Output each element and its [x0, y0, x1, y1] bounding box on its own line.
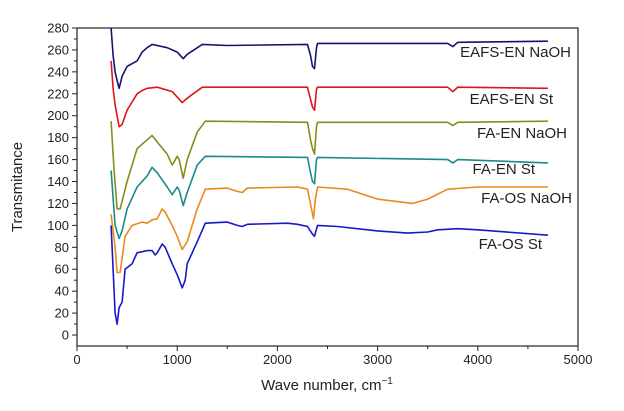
y-tick-label: 180 [47, 130, 69, 145]
x-tick-label: 3000 [363, 352, 392, 367]
series-line-fa-os-st [110, 221, 548, 325]
y-tick-label: 0 [62, 328, 69, 343]
y-tick-label: 220 [47, 86, 69, 101]
y-tick-label: 60 [55, 262, 69, 277]
y-tick-label: 260 [47, 42, 69, 57]
y-tick-label: 240 [47, 64, 69, 79]
series-line-fa-os-naoh [110, 186, 548, 274]
series-label-fa-os-st: FA-OS St [479, 236, 543, 253]
y-tick-label: 140 [47, 174, 69, 189]
x-tick-label: 5000 [564, 352, 593, 367]
series-line-eafs-en-st [110, 60, 548, 128]
y-tick-label: 20 [55, 306, 69, 321]
series-label-eafs-en-naoh: EAFS-EN NaOH [460, 44, 571, 61]
y-tick-label: 40 [55, 284, 69, 299]
series-label-fa-os-naoh: FA-OS NaOH [481, 190, 572, 207]
y-tick-label: 280 [47, 21, 69, 36]
y-tick-label: 120 [47, 196, 69, 211]
y-tick-label: 200 [47, 108, 69, 123]
y-axis-label: Transmitance [9, 142, 26, 232]
series-label-eafs-en-st: EAFS-EN St [470, 91, 554, 108]
x-tick-label: 4000 [463, 352, 492, 367]
x-tick-label: 0 [73, 352, 80, 367]
series-line-fa-en-st [110, 155, 548, 240]
series-lines [110, 27, 548, 325]
series-labels: EAFS-EN NaOH EAFS-EN St FA-EN NaOH FA-EN… [460, 44, 572, 253]
series-line-eafs-en-naoh [110, 27, 548, 90]
axes: 0 1000 2000 3000 4000 5000 0 20 40 60 80 100 120 140 1… [47, 21, 592, 368]
series-line-fa-en-naoh [110, 120, 548, 210]
series-label-fa-en-naoh: FA-EN NaOH [477, 125, 567, 142]
y-tick-label: 80 [55, 240, 69, 255]
x-tick-label: 1000 [163, 352, 192, 367]
y-tick-label: 160 [47, 152, 69, 167]
x-axis-label: Wave number, cm−1 [261, 376, 393, 394]
y-tick-label: 100 [47, 218, 69, 233]
series-label-fa-en-st: FA-EN St [472, 161, 535, 178]
x-tick-label: 2000 [263, 352, 292, 367]
